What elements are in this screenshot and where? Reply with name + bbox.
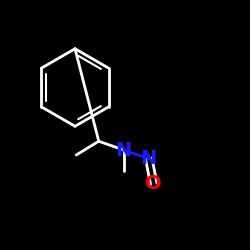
Text: N: N [116, 140, 132, 160]
Text: O: O [146, 174, 162, 193]
Text: N: N [140, 149, 157, 168]
